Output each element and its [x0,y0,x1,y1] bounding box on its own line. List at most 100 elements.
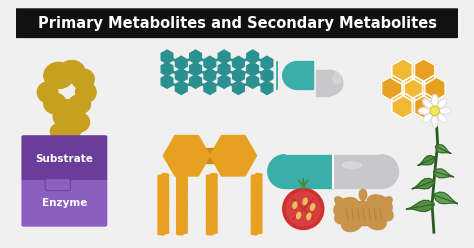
Ellipse shape [344,201,382,226]
FancyBboxPatch shape [61,100,81,122]
FancyBboxPatch shape [277,61,278,90]
Ellipse shape [439,108,451,114]
Ellipse shape [59,120,81,139]
Ellipse shape [432,115,438,127]
Ellipse shape [53,105,79,128]
Polygon shape [333,155,382,188]
FancyBboxPatch shape [277,61,278,90]
Ellipse shape [310,204,315,210]
Ellipse shape [72,69,94,90]
Ellipse shape [44,93,66,114]
Ellipse shape [423,99,432,109]
FancyBboxPatch shape [277,61,278,90]
Ellipse shape [44,62,73,89]
Polygon shape [434,192,458,204]
Ellipse shape [437,113,447,123]
Ellipse shape [367,195,392,214]
Polygon shape [382,155,399,188]
Ellipse shape [37,82,58,102]
FancyBboxPatch shape [277,61,278,90]
Circle shape [430,106,439,116]
Ellipse shape [75,82,96,102]
FancyBboxPatch shape [277,61,278,90]
Ellipse shape [342,216,362,232]
FancyBboxPatch shape [21,180,107,227]
Ellipse shape [378,206,393,221]
Polygon shape [406,200,434,212]
Polygon shape [316,70,329,95]
FancyBboxPatch shape [277,61,278,90]
FancyBboxPatch shape [277,61,278,90]
FancyBboxPatch shape [277,61,278,90]
FancyBboxPatch shape [277,61,278,90]
FancyBboxPatch shape [277,61,278,90]
FancyBboxPatch shape [277,61,278,90]
Ellipse shape [437,99,447,109]
Ellipse shape [50,123,71,140]
Polygon shape [329,70,343,95]
Polygon shape [412,178,434,189]
Ellipse shape [366,214,386,230]
Circle shape [283,188,324,229]
Polygon shape [434,169,454,178]
Text: Enzyme: Enzyme [42,198,87,208]
FancyBboxPatch shape [277,61,278,90]
FancyBboxPatch shape [16,8,458,38]
Polygon shape [303,180,308,186]
Ellipse shape [297,212,301,219]
Polygon shape [283,62,298,90]
FancyBboxPatch shape [277,61,278,90]
Ellipse shape [293,202,297,208]
FancyBboxPatch shape [277,61,278,90]
FancyBboxPatch shape [277,61,278,90]
FancyBboxPatch shape [277,61,278,90]
Ellipse shape [303,198,307,205]
Polygon shape [418,155,435,165]
Text: Substrate: Substrate [36,154,93,163]
Ellipse shape [423,113,432,123]
FancyBboxPatch shape [277,61,278,90]
Polygon shape [298,62,312,90]
Ellipse shape [333,73,341,84]
FancyBboxPatch shape [45,173,71,191]
Ellipse shape [65,112,90,132]
Ellipse shape [307,213,311,219]
Ellipse shape [335,197,345,206]
FancyBboxPatch shape [277,61,278,90]
FancyBboxPatch shape [277,61,278,90]
FancyBboxPatch shape [277,61,278,90]
FancyBboxPatch shape [277,61,278,90]
Ellipse shape [334,198,358,217]
Polygon shape [268,155,284,188]
Ellipse shape [359,189,367,201]
FancyBboxPatch shape [277,61,278,90]
Circle shape [286,192,320,226]
Ellipse shape [59,61,85,83]
Ellipse shape [419,108,431,114]
FancyBboxPatch shape [46,179,70,190]
Ellipse shape [335,209,350,224]
Polygon shape [436,145,451,154]
FancyBboxPatch shape [277,61,278,90]
FancyBboxPatch shape [277,61,278,90]
Polygon shape [299,180,303,186]
FancyBboxPatch shape [277,61,278,90]
Text: Primary Metabolites and Secondary Metabolites: Primary Metabolites and Secondary Metabo… [37,16,437,31]
Ellipse shape [432,94,438,107]
FancyBboxPatch shape [277,61,278,90]
FancyBboxPatch shape [277,61,278,90]
Ellipse shape [383,197,392,206]
FancyBboxPatch shape [21,135,107,182]
FancyBboxPatch shape [277,61,278,90]
Polygon shape [284,155,333,188]
FancyBboxPatch shape [277,61,278,90]
FancyBboxPatch shape [277,61,278,90]
FancyBboxPatch shape [277,61,278,90]
Ellipse shape [68,95,91,114]
FancyBboxPatch shape [277,61,278,90]
FancyBboxPatch shape [277,61,278,90]
FancyBboxPatch shape [277,61,278,90]
FancyBboxPatch shape [277,61,278,90]
FancyBboxPatch shape [277,61,278,90]
Ellipse shape [55,100,79,118]
